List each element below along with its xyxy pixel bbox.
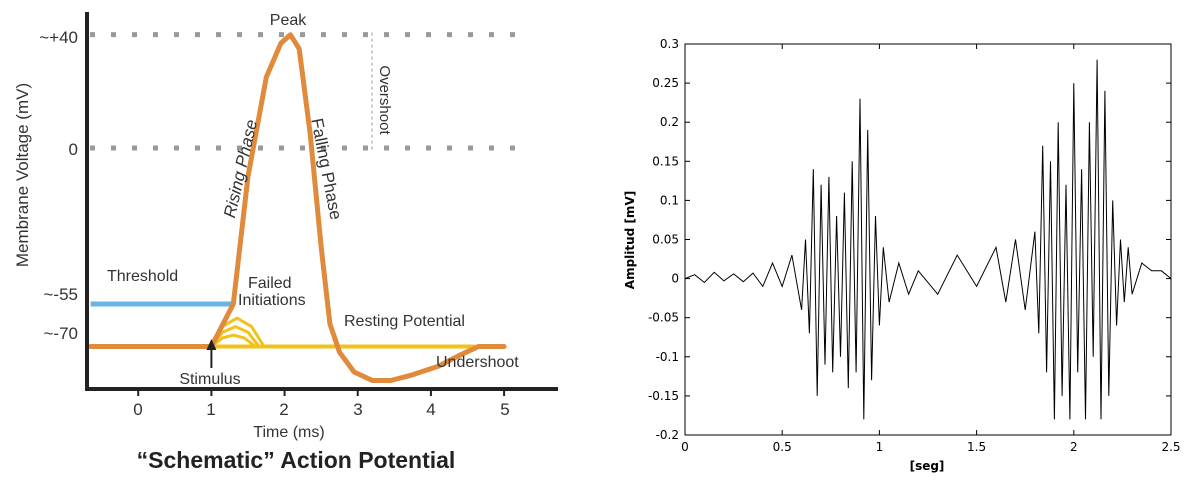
xtick-label-1: 1 — [206, 400, 215, 419]
plot-frame — [684, 43, 1172, 436]
xtick-label-0: 0 — [133, 400, 142, 419]
x-axis-label: [seg] — [910, 459, 945, 473]
curves-group — [88, 32, 507, 383]
y-axis-label: Amplitud [mV] — [623, 191, 637, 289]
axes-group — [85, 12, 558, 396]
annotation-resting-potential: Resting Potential — [344, 313, 465, 330]
y-tick-label: -0.1 — [656, 350, 679, 364]
ytick-label-0: 0 — [69, 140, 78, 159]
x-tick-label: 2.5 — [1161, 440, 1180, 454]
annotation-overshoot: Overshoot — [376, 65, 393, 135]
ytick-label-plus40: ~+40 — [39, 28, 78, 47]
annotation-threshold: Threshold — [107, 268, 178, 285]
tick-labels: 0 0.5 1 1.5 2 2.5 -0.2 -0.15 -0.1 -0.05 0 0.05 0.1 0.… — [648, 37, 1181, 454]
xtick-label-4: 4 — [426, 400, 435, 419]
amplitude-signal-chart: 0 0.5 1 1.5 2 2.5 -0.2 -0.15 -0.1 -0.05 0 0.05 0.1 0.… — [623, 37, 1181, 473]
y-tick-label: 0.25 — [652, 76, 679, 90]
x-axis-label: Time (ms) — [253, 424, 324, 441]
x-tick-label: 0.5 — [773, 440, 792, 454]
x-tick-label: 0 — [681, 440, 689, 454]
y-tick-label: 0 — [671, 272, 679, 286]
y-tick-label: 0.2 — [660, 115, 679, 129]
chart-title: “Schematic” Action Potential — [137, 447, 456, 473]
y-tick-label: -0.05 — [648, 311, 679, 325]
signal-series-line — [684, 59, 1172, 420]
y-tick-label: 0.05 — [652, 233, 679, 247]
annotation-undershoot: Undershoot — [436, 354, 519, 371]
annotation-rising-phase: Rising Phase — [220, 118, 261, 220]
x-tick-label: 1 — [876, 440, 884, 454]
ytick-label-minus55: ~-55 — [44, 285, 79, 304]
reference-dotted-lines — [90, 32, 525, 151]
annotation-initiations: Initiations — [238, 292, 306, 309]
y-tick-label: 0.1 — [660, 193, 679, 207]
y-axis-label: Membrane Voltage (mV) — [13, 83, 32, 267]
stimulus-arrow-head — [206, 339, 217, 350]
xtick-label-3: 3 — [353, 400, 362, 419]
annotation-stimulus: Stimulus — [179, 371, 240, 388]
annotation-peak: Peak — [270, 12, 307, 29]
ytick-label-minus70: ~-70 — [44, 324, 79, 343]
xtick-label-2: 2 — [279, 400, 288, 419]
y-tick-label: -0.2 — [656, 428, 679, 442]
xtick-label-5: 5 — [500, 400, 509, 419]
x-tick-label: 2 — [1070, 440, 1078, 454]
action-potential-curve — [88, 32, 507, 383]
x-tick-label: 1.5 — [967, 440, 986, 454]
action-potential-chart: ~+40 0 ~-55 ~-70 0 1 2 3 4 5 Membrane Vo… — [13, 12, 558, 473]
annotation-failed: Failed — [248, 275, 292, 292]
tick-marks — [684, 43, 1172, 436]
y-tick-label: 0.15 — [652, 154, 679, 168]
y-tick-label: 0.3 — [660, 37, 679, 51]
y-tick-label: -0.15 — [648, 389, 679, 403]
failed-initiation-curve — [210, 333, 257, 348]
